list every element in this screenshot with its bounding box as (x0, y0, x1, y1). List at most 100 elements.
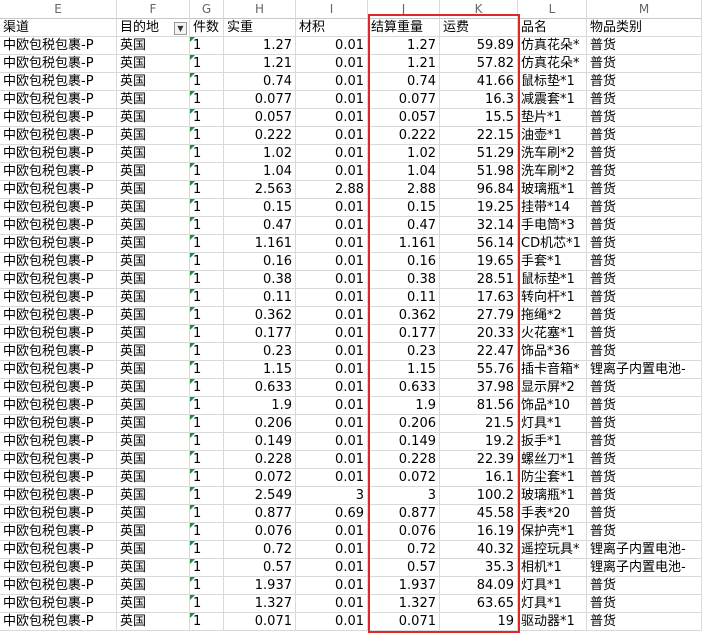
table-cell[interactable]: 英国 (117, 127, 190, 145)
table-cell[interactable]: 0.206 (224, 415, 296, 433)
table-cell[interactable]: 0.01 (296, 109, 368, 127)
table-cell[interactable]: 1.02 (224, 145, 296, 163)
table-cell[interactable]: 中欧包税包裹-P (0, 181, 117, 199)
table-cell[interactable]: 1 (190, 55, 224, 73)
table-cell[interactable]: 0.633 (368, 379, 440, 397)
table-cell[interactable]: 1 (190, 361, 224, 379)
column-letter[interactable]: L (518, 0, 587, 19)
table-cell[interactable]: 0.633 (224, 379, 296, 397)
table-cell[interactable]: 1 (190, 559, 224, 577)
table-cell[interactable]: 锂离子内置电池- (587, 559, 702, 577)
table-cell[interactable]: 普货 (587, 505, 702, 523)
table-cell[interactable]: 英国 (117, 289, 190, 307)
table-cell[interactable]: 1 (190, 343, 224, 361)
table-cell[interactable]: 1 (190, 253, 224, 271)
table-cell[interactable]: 0.16 (224, 253, 296, 271)
table-cell[interactable]: 0.01 (296, 163, 368, 181)
table-cell[interactable]: 0.877 (224, 505, 296, 523)
table-cell[interactable]: CD机芯*1 (518, 235, 587, 253)
table-cell[interactable]: 英国 (117, 253, 190, 271)
table-cell[interactable]: 1.27 (224, 37, 296, 55)
table-cell[interactable]: 中欧包税包裹-P (0, 415, 117, 433)
table-cell[interactable]: 96.84 (440, 181, 518, 199)
table-cell[interactable]: 1 (190, 433, 224, 451)
table-cell[interactable]: 英国 (117, 433, 190, 451)
table-cell[interactable]: 17.63 (440, 289, 518, 307)
table-cell[interactable]: 0.47 (368, 217, 440, 235)
table-cell[interactable]: 1 (190, 109, 224, 127)
table-cell[interactable]: 手套*1 (518, 253, 587, 271)
table-cell[interactable]: 驱动器*1 (518, 613, 587, 631)
table-cell[interactable]: 56.14 (440, 235, 518, 253)
table-cell[interactable]: 中欧包税包裹-P (0, 397, 117, 415)
table-cell[interactable]: 中欧包税包裹-P (0, 541, 117, 559)
table-cell[interactable]: 垫片*1 (518, 109, 587, 127)
table-cell[interactable]: 普货 (587, 325, 702, 343)
table-cell[interactable]: 中欧包税包裹-P (0, 271, 117, 289)
table-cell[interactable]: 0.15 (368, 199, 440, 217)
table-cell[interactable]: 0.69 (296, 505, 368, 523)
table-cell[interactable]: 英国 (117, 163, 190, 181)
table-cell[interactable]: 1.327 (224, 595, 296, 613)
table-cell[interactable]: 1.02 (368, 145, 440, 163)
table-cell[interactable]: 40.32 (440, 541, 518, 559)
table-cell[interactable]: 0.076 (368, 523, 440, 541)
table-cell[interactable]: 普货 (587, 55, 702, 73)
table-cell[interactable]: 0.071 (224, 613, 296, 631)
table-cell[interactable]: 0.01 (296, 397, 368, 415)
table-cell[interactable]: 中欧包税包裹-P (0, 343, 117, 361)
table-cell[interactable]: 1 (190, 307, 224, 325)
table-cell[interactable]: 中欧包税包裹-P (0, 73, 117, 91)
table-cell[interactable]: 1 (190, 163, 224, 181)
table-cell[interactable]: 普货 (587, 199, 702, 217)
table-cell[interactable]: 普货 (587, 379, 702, 397)
table-cell[interactable]: 1.327 (368, 595, 440, 613)
table-cell[interactable]: 普货 (587, 397, 702, 415)
table-cell[interactable]: 0.228 (368, 451, 440, 469)
table-cell[interactable]: 灯具*1 (518, 415, 587, 433)
table-cell[interactable]: 0.177 (224, 325, 296, 343)
table-cell[interactable]: 0.071 (368, 613, 440, 631)
table-cell[interactable]: 35.3 (440, 559, 518, 577)
table-cell[interactable]: 玻璃瓶*1 (518, 181, 587, 199)
table-cell[interactable]: 2.563 (224, 181, 296, 199)
table-cell[interactable]: 0.057 (224, 109, 296, 127)
table-cell[interactable]: 0.072 (224, 469, 296, 487)
table-cell[interactable]: 0.222 (224, 127, 296, 145)
table-cell[interactable]: 英国 (117, 55, 190, 73)
table-cell[interactable]: 中欧包税包裹-P (0, 199, 117, 217)
table-cell[interactable]: 普货 (587, 451, 702, 469)
table-cell[interactable]: 0.01 (296, 343, 368, 361)
table-cell[interactable]: 火花塞*1 (518, 325, 587, 343)
table-cell[interactable]: 0.23 (368, 343, 440, 361)
table-cell[interactable]: 0.01 (296, 469, 368, 487)
table-cell[interactable]: 1 (190, 73, 224, 91)
column-letter[interactable]: F (117, 0, 190, 19)
table-cell[interactable]: 普货 (587, 145, 702, 163)
table-cell[interactable]: 普货 (587, 307, 702, 325)
column-header[interactable]: 件数 (190, 19, 224, 37)
table-cell[interactable]: 1.15 (368, 361, 440, 379)
table-cell[interactable]: 中欧包税包裹-P (0, 217, 117, 235)
table-cell[interactable]: 普货 (587, 433, 702, 451)
column-header[interactable]: 材积 (296, 19, 368, 37)
table-cell[interactable]: 仿真花朵* (518, 37, 587, 55)
table-cell[interactable]: 中欧包税包裹-P (0, 469, 117, 487)
table-cell[interactable]: 灯具*1 (518, 577, 587, 595)
table-cell[interactable]: 0.01 (296, 325, 368, 343)
table-cell[interactable]: 1.21 (224, 55, 296, 73)
table-cell[interactable]: 中欧包税包裹-P (0, 127, 117, 145)
table-cell[interactable]: 防尘套*1 (518, 469, 587, 487)
column-letter[interactable]: E (0, 0, 117, 19)
table-cell[interactable]: 16.3 (440, 91, 518, 109)
column-header[interactable]: 目的地 ▼ (117, 19, 190, 37)
table-cell[interactable]: 中欧包税包裹-P (0, 91, 117, 109)
column-letter[interactable]: K (440, 0, 518, 19)
table-cell[interactable]: 0.362 (224, 307, 296, 325)
table-cell[interactable]: 中欧包税包裹-P (0, 55, 117, 73)
table-cell[interactable]: 1 (190, 541, 224, 559)
table-cell[interactable]: 螺丝刀*1 (518, 451, 587, 469)
table-cell[interactable]: 1 (190, 127, 224, 145)
table-cell[interactable]: 1.937 (368, 577, 440, 595)
table-cell[interactable]: 0.23 (224, 343, 296, 361)
